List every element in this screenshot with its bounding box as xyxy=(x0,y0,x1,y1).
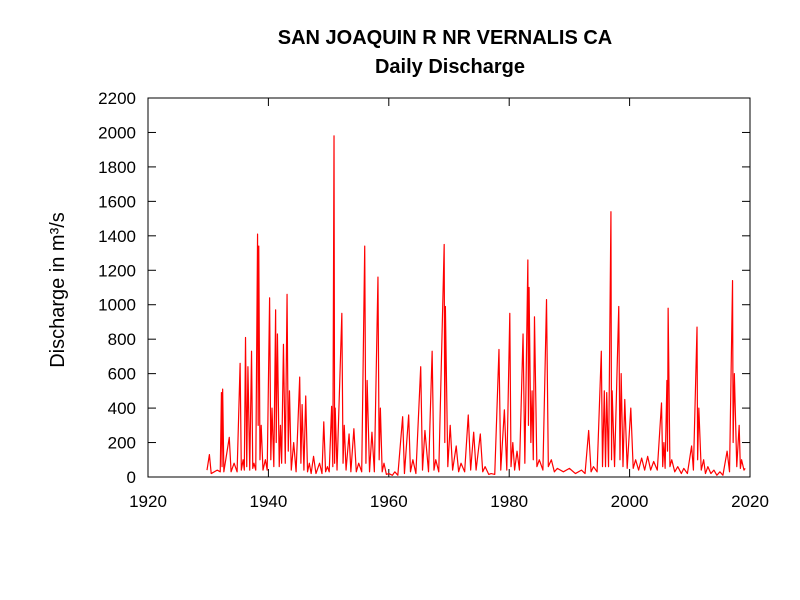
chart-subtitle: Daily Discharge xyxy=(375,56,525,78)
x-tick-label: 1980 xyxy=(490,492,528,511)
x-tick-label: 1940 xyxy=(249,492,287,511)
y-tick-label: 0 xyxy=(127,468,136,487)
y-tick-label: 1600 xyxy=(98,192,136,211)
x-tick-label: 2000 xyxy=(611,492,649,511)
y-tick-label: 800 xyxy=(108,330,136,349)
y-axis-label: Discharge in m³/s xyxy=(47,212,69,368)
data-line xyxy=(206,135,746,476)
x-tick-label: 2020 xyxy=(731,492,769,511)
chart-title: SAN JOAQUIN R NR VERNALIS CA xyxy=(278,27,612,49)
x-tick-label: 1920 xyxy=(129,492,167,511)
y-tick-label: 2200 xyxy=(98,89,136,108)
y-tick-label: 1800 xyxy=(98,158,136,177)
y-tick-label: 1400 xyxy=(98,227,136,246)
y-tick-label: 400 xyxy=(108,399,136,418)
y-tick-label: 600 xyxy=(108,365,136,384)
x-tick-label: 1960 xyxy=(370,492,408,511)
y-tick-label: 2000 xyxy=(98,123,136,142)
y-tick-label: 1200 xyxy=(98,261,136,280)
y-tick-label: 1000 xyxy=(98,296,136,315)
plot-frame xyxy=(147,97,751,478)
y-tick-label: 200 xyxy=(108,434,136,453)
